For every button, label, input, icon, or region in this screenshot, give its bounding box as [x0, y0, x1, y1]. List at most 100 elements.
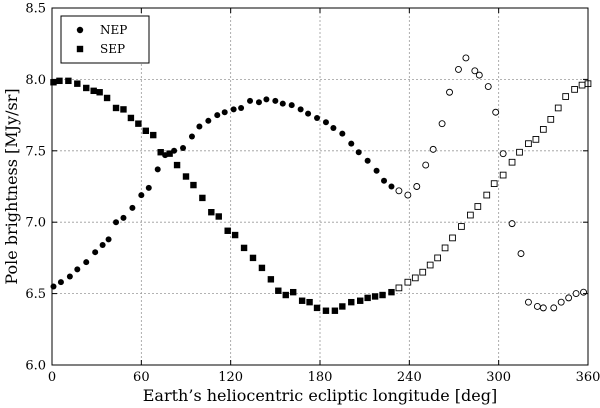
nep-open-point	[475, 71, 483, 79]
nep-point	[305, 110, 312, 117]
nep-point	[364, 157, 371, 164]
nep-open-point	[446, 88, 453, 96]
sep-point	[173, 161, 181, 169]
nep-open-point	[462, 54, 470, 62]
sep-open-point	[474, 203, 482, 210]
sep-point	[182, 173, 190, 180]
nep-point	[66, 273, 73, 280]
sep-open-point	[458, 223, 465, 230]
sep-open-point	[426, 261, 434, 269]
sep-open-point	[395, 284, 403, 292]
nep-point	[322, 119, 329, 126]
x-tick-label: 120	[218, 370, 243, 385]
y-tick-label: 6.5	[25, 287, 46, 302]
sep-open-point	[404, 278, 412, 286]
nep-open-point	[455, 65, 462, 73]
sep-open-point	[525, 140, 532, 148]
nep-point	[263, 96, 270, 103]
sep-point	[364, 294, 371, 302]
nep-open-point	[471, 67, 479, 75]
nep-point	[214, 112, 221, 119]
legend-sep-label: SEP	[100, 42, 125, 56]
nep-point	[57, 279, 64, 286]
sep-point	[331, 307, 339, 314]
nep-open-point	[508, 220, 516, 228]
nep-open-point	[557, 298, 565, 306]
nep-point	[145, 184, 152, 191]
sep-open-point	[499, 171, 507, 179]
axis-ticks	[51, 7, 589, 366]
sep-point	[379, 291, 386, 299]
nep-point	[339, 130, 346, 137]
sep-point	[215, 213, 222, 220]
sep-point	[127, 114, 135, 122]
legend-nep-marker	[76, 26, 84, 34]
sep-point	[142, 127, 149, 135]
sep-point	[249, 254, 257, 262]
sep-point	[112, 104, 120, 112]
sep-point	[298, 297, 306, 304]
x-tick-label: 0	[48, 370, 56, 385]
sep-open-point	[411, 274, 419, 282]
y-tick-label: 8.5	[25, 2, 46, 17]
sep-open-point	[547, 116, 555, 123]
sep-open-point	[508, 158, 516, 166]
sep-open-point	[434, 254, 441, 262]
nep-point	[221, 109, 228, 116]
nep-point	[297, 106, 304, 113]
sep-point	[339, 303, 346, 310]
x-tick-label: 360	[576, 370, 600, 385]
nep-open-point	[395, 187, 403, 195]
y-tick-label: 6.0	[25, 359, 46, 374]
sep-point	[120, 106, 127, 113]
nep-point	[180, 144, 187, 151]
nep-point	[288, 102, 295, 109]
nep-open-point	[499, 150, 507, 158]
nep-point	[99, 242, 106, 249]
sep-point	[267, 276, 275, 283]
nep-point	[196, 123, 203, 130]
sep-open-point	[441, 244, 449, 252]
y-tick-labels: 6.0 6.5 7.0 7.5 8.0 8.5	[25, 2, 46, 374]
sep-point	[74, 80, 81, 87]
y-tick-label: 7.5	[25, 144, 46, 159]
sep-open-point	[516, 148, 523, 156]
sep-open-point	[483, 191, 491, 199]
sep-point	[290, 288, 297, 296]
nep-point	[138, 192, 145, 199]
sep-open-point	[539, 126, 547, 133]
nep-open-point	[572, 290, 580, 298]
nep-point	[113, 219, 120, 226]
nep-point	[272, 97, 279, 104]
sep-point	[96, 89, 103, 96]
sep-point	[322, 307, 330, 314]
sep-point	[208, 209, 215, 216]
sep-point	[371, 293, 379, 300]
x-tick-label: 60	[133, 370, 150, 385]
y-axis-label: Pole brightness [MJy/sr]	[2, 88, 21, 284]
nep-point	[355, 149, 362, 156]
nep-point	[92, 249, 99, 256]
nep-open-point	[429, 145, 437, 153]
legend-sep-marker	[76, 45, 84, 53]
nep-point	[83, 259, 90, 266]
sep-point	[240, 244, 248, 252]
nep-open-point	[438, 120, 446, 128]
sep-point	[150, 131, 157, 139]
nep-point	[381, 177, 388, 184]
legend-box	[60, 15, 150, 64]
sep-point	[224, 227, 231, 234]
sep-open-point	[419, 268, 427, 276]
sep-point	[282, 291, 289, 299]
y-tick-label: 8.0	[25, 73, 46, 88]
nep-open-point	[539, 304, 547, 312]
nep-point	[154, 166, 161, 173]
x-axis-label: Earth’s heliocentric ecliptic longitude …	[143, 386, 497, 405]
nep-point	[373, 167, 380, 174]
nep-open-point	[533, 303, 541, 310]
sep-point	[135, 120, 142, 127]
nep-point	[247, 97, 254, 104]
sep-point	[388, 288, 395, 296]
sep-point	[90, 87, 97, 95]
